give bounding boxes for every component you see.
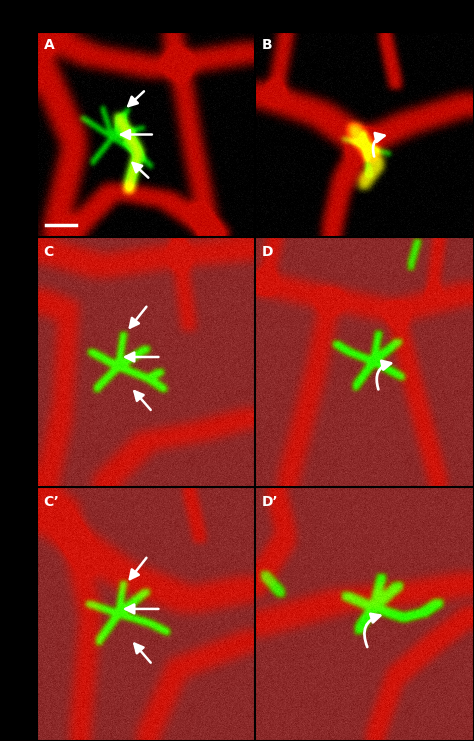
Text: 11.5 dpc: 11.5 dpc	[106, 7, 186, 25]
Text: A: A	[44, 38, 55, 52]
Text: C: C	[44, 245, 54, 259]
Text: 3-dimensional surface rendering: 3-dimensional surface rendering	[12, 381, 25, 597]
Text: 12.5 dpc: 12.5 dpc	[324, 7, 404, 25]
Text: D: D	[262, 245, 273, 259]
Text: C’: C’	[44, 495, 59, 508]
Text: D’: D’	[262, 495, 278, 508]
Text: B: B	[262, 38, 272, 52]
Text: confocal z-stack: confocal z-stack	[12, 81, 25, 188]
